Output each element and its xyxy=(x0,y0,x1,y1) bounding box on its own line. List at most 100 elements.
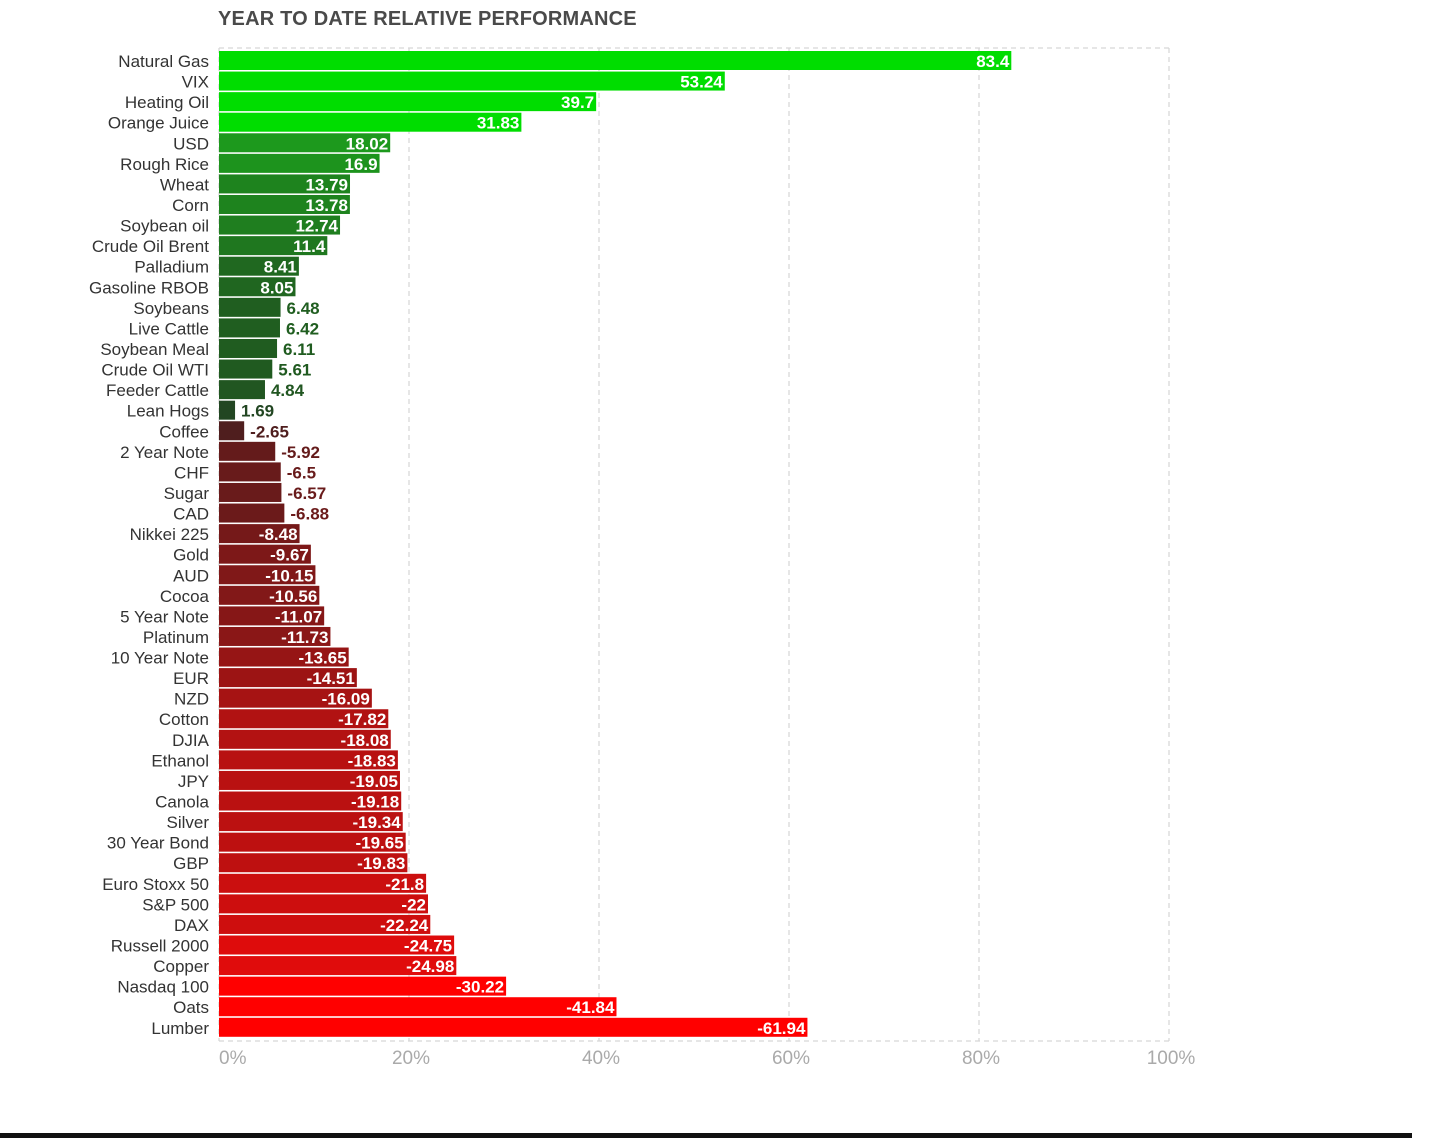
bar xyxy=(219,380,265,400)
value-label: -6.5 xyxy=(287,463,316,482)
bar xyxy=(219,318,280,338)
value-label: 12.74 xyxy=(295,217,338,236)
category-label: DJIA xyxy=(172,731,210,750)
bar xyxy=(219,750,398,770)
value-label: -24.98 xyxy=(406,957,454,976)
bar xyxy=(219,626,331,646)
bar xyxy=(219,194,350,214)
value-label: -16.09 xyxy=(322,690,370,709)
bar xyxy=(219,462,281,482)
value-label: -24.75 xyxy=(404,937,452,956)
bar xyxy=(219,421,245,441)
x-tick-label: 20% xyxy=(392,1048,430,1069)
value-label: 39.7 xyxy=(561,93,594,112)
value-label: -2.65 xyxy=(250,422,289,441)
value-label: 6.48 xyxy=(287,299,320,318)
bar xyxy=(219,770,400,790)
bar xyxy=(219,956,457,976)
category-label: NZD xyxy=(174,690,209,709)
category-label: Sugar xyxy=(164,484,210,503)
bar xyxy=(219,400,236,420)
bar xyxy=(219,976,507,996)
x-tick-label: 100% xyxy=(1147,1048,1196,1069)
category-label: Lumber xyxy=(151,1019,209,1038)
category-label: Canola xyxy=(155,793,209,812)
category-label: Heating Oil xyxy=(125,93,209,112)
value-label: 13.79 xyxy=(305,175,348,194)
category-label: Soybeans xyxy=(133,299,209,318)
category-label: Cocoa xyxy=(160,587,210,606)
value-label: 1.69 xyxy=(241,402,274,421)
bar xyxy=(219,647,349,667)
x-tick-label: 40% xyxy=(582,1048,620,1069)
value-label: -41.84 xyxy=(566,998,615,1017)
category-label: EUR xyxy=(173,669,209,688)
value-label: -21.8 xyxy=(385,875,424,894)
bar xyxy=(219,894,428,914)
bar xyxy=(219,565,316,585)
category-label: Copper xyxy=(153,957,209,976)
bar xyxy=(219,51,1012,70)
category-label: 10 Year Note xyxy=(111,649,209,668)
bar xyxy=(219,914,431,934)
value-label: -19.05 xyxy=(350,772,398,791)
category-label: CAD xyxy=(173,505,209,524)
category-label: Live Cattle xyxy=(129,319,209,338)
value-label: 4.84 xyxy=(271,381,305,400)
category-label: Soybean Meal xyxy=(100,340,209,359)
bar xyxy=(219,482,282,502)
bar xyxy=(219,709,389,729)
category-label: Orange Juice xyxy=(108,114,209,133)
bar xyxy=(219,873,427,893)
chart-title: YEAR TO DATE RELATIVE PERFORMANCE xyxy=(218,8,637,30)
category-label: 2 Year Note xyxy=(120,443,209,462)
value-label: 5.61 xyxy=(278,361,311,380)
x-tick-label: 60% xyxy=(772,1048,810,1069)
bar xyxy=(219,853,408,873)
category-label: Crude Oil WTI xyxy=(101,361,209,380)
category-label: Natural Gas xyxy=(118,52,209,71)
category-label: JPY xyxy=(178,772,209,791)
value-label: 8.05 xyxy=(260,278,293,297)
bar xyxy=(219,812,403,832)
value-label: -5.92 xyxy=(281,443,320,462)
category-label: Feeder Cattle xyxy=(106,381,209,400)
value-label: -30.22 xyxy=(456,978,504,997)
value-label: -11.07 xyxy=(275,607,322,626)
bar xyxy=(219,688,372,708)
bar xyxy=(219,133,391,153)
bar xyxy=(219,606,325,626)
bars xyxy=(219,51,1012,1037)
bar xyxy=(219,729,391,749)
category-label: Oats xyxy=(173,998,209,1017)
value-label: -22.24 xyxy=(380,916,429,935)
category-label: Lean Hogs xyxy=(127,402,209,421)
bar xyxy=(219,112,522,132)
bar xyxy=(219,256,299,276)
category-label: Nasdaq 100 xyxy=(117,978,209,997)
bar xyxy=(219,503,285,523)
category-label: Gasoline RBOB xyxy=(89,278,209,297)
category-label: Nikkei 225 xyxy=(130,525,209,544)
category-label: Ethanol xyxy=(151,751,209,770)
category-label: AUD xyxy=(173,566,209,585)
bar xyxy=(219,997,617,1017)
bar xyxy=(219,297,281,317)
bar xyxy=(219,153,380,173)
category-label: Gold xyxy=(173,546,209,565)
x-tick-label: 80% xyxy=(962,1048,1000,1069)
value-label: -61.94 xyxy=(757,1019,806,1038)
bar xyxy=(219,359,273,379)
value-label: -17.82 xyxy=(338,710,386,729)
value-label: -6.88 xyxy=(290,505,329,524)
value-label: 6.11 xyxy=(283,340,315,359)
bar xyxy=(219,544,311,564)
value-label: 8.41 xyxy=(264,258,297,277)
value-label: -19.83 xyxy=(357,854,405,873)
bar xyxy=(219,174,351,194)
x-axis-ticks: 0% 20% 40% 60% 80% 100% xyxy=(219,1048,1195,1069)
category-label: Euro Stoxx 50 xyxy=(102,875,209,894)
value-label: -10.15 xyxy=(265,566,313,585)
